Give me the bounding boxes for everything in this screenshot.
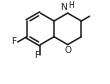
Text: O: O [64, 46, 71, 55]
Text: N: N [61, 3, 67, 12]
Text: F: F [34, 51, 39, 60]
Text: H: H [68, 1, 74, 10]
Text: F: F [12, 37, 17, 46]
